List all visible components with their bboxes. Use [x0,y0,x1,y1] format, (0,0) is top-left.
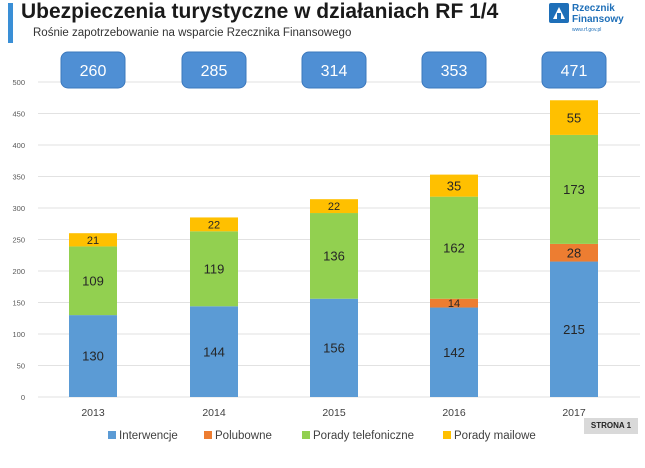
bar-value-label: 156 [323,341,345,356]
total-box [421,51,487,89]
y-tick-label: 150 [12,299,25,308]
y-tick-label: 100 [12,330,25,339]
bar-value-label: 119 [204,261,225,276]
total-label: 285 [201,63,228,80]
x-tick-label: 2013 [81,407,105,419]
bar-value-label: 142 [443,345,465,360]
bar-segment [310,298,358,397]
legend-label: Porady mailowe [454,430,536,442]
bar-value-label: 22 [208,219,220,231]
bar-segment [430,298,478,308]
bar-segment [190,217,238,232]
bar-value-label: 215 [563,322,585,337]
legend-swatch [204,431,212,439]
bar-value-label: 21 [87,235,99,247]
bar-segment [310,199,358,214]
y-tick-label: 350 [12,173,25,182]
logo-wordmark: Rzecznik Finansowy [572,3,624,25]
bar-value-label: 14 [448,298,460,310]
total-label: 314 [321,63,348,80]
x-tick-label: 2014 [202,407,226,419]
logo-mark-icon [549,3,569,23]
y-tick-label: 450 [12,110,25,119]
legend-swatch [443,431,451,439]
y-tick-label: 400 [12,141,25,150]
bar-segment [310,213,358,299]
bar-segment [190,306,238,397]
page-subtitle: Rośnie zapotrzebowanie na wsparcie Rzecz… [33,27,352,39]
y-tick-label: 300 [12,204,25,213]
page-number: 1 [626,421,632,430]
total-box [541,51,607,89]
total-box [181,51,247,89]
bar-segment [430,196,478,299]
y-tick-label: 500 [12,78,25,87]
y-tick-label: 200 [12,267,25,276]
bar-segment [550,243,598,262]
x-tick-label: 2016 [442,407,466,419]
bar-segment [550,134,598,244]
bar-segment [430,174,478,197]
bar-value-label: 173 [563,182,585,197]
total-label: 353 [441,63,468,80]
bar-value-label: 144 [203,344,225,359]
total-label: 260 [80,63,107,80]
y-tick-label: 50 [17,362,25,371]
rzecznik-logo: Rzecznik Finansowy www.rf.gov.pl [548,2,638,38]
bar-segment [550,100,598,135]
total-label: 471 [561,63,588,80]
x-tick-label: 2017 [562,407,586,419]
bar-value-label: 35 [447,178,461,193]
x-tick-label: 2015 [322,407,346,419]
logo-url: www.rf.gov.pl [572,27,602,33]
bar-segment [430,307,478,397]
legend-swatch [302,431,310,439]
bar-value-label: 28 [567,245,581,260]
legend-label: Polubowne [215,430,272,442]
bar-segment [550,261,598,397]
y-tick-label: 250 [12,236,25,245]
legend-label: Interwencje [119,430,178,442]
legend-label: Porady telefoniczne [313,430,414,442]
title-accent-bar [8,3,13,43]
total-box [60,51,126,89]
bar-value-label: 136 [323,249,345,264]
page-badge: STRONA 1 [584,418,638,434]
bar-segment [190,231,238,307]
legend-swatch [108,431,116,439]
bar-segment [69,246,117,316]
bar-value-label: 22 [328,201,340,213]
bar-segment [69,315,117,397]
page-label: STRONA [590,421,625,430]
bar-value-label: 109 [82,273,104,288]
bar-value-label: 162 [443,240,465,255]
bar-value-label: 55 [567,110,581,125]
bar-segment [69,233,117,247]
page-title: Ubezpieczenia turystyczne w działaniach … [21,0,499,23]
y-tick-label: 0 [21,393,25,402]
total-box [301,51,367,89]
bar-value-label: 130 [82,349,104,364]
